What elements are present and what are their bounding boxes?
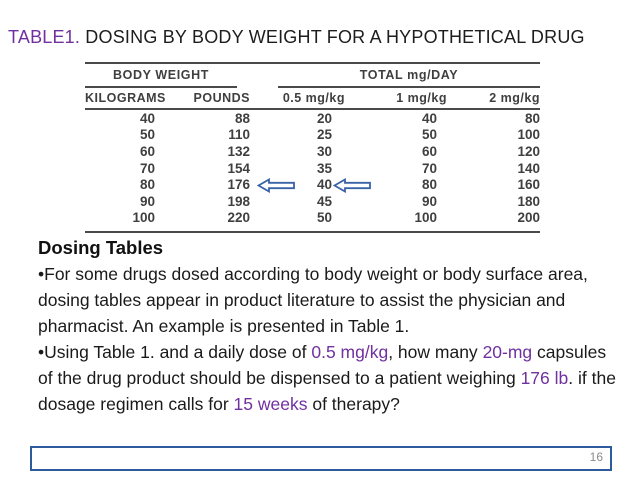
table-cell: 154 (227, 160, 250, 176)
table-cell: 60 (421, 143, 437, 159)
paragraph-text: of therapy? (307, 394, 400, 414)
table-cell: 80 (139, 177, 155, 193)
table-cell: 90 (421, 193, 437, 209)
table-cell: 70 (139, 160, 155, 176)
table-cell: 60 (139, 143, 155, 159)
rule-under-total-mg-day (278, 86, 540, 88)
table-cell: 100 (414, 210, 437, 226)
table-cell: 200 (517, 210, 540, 226)
table-cell: 80 (524, 110, 540, 126)
column-header-kilograms: KILOGRAMS (85, 91, 166, 105)
table-number-label: TABLE1. (8, 27, 81, 47)
table-cell: 45 (316, 193, 332, 209)
table-cell: 90 (139, 193, 155, 209)
footer-box: 16 (30, 446, 612, 471)
table-row: 70 154 35 70 140 (85, 160, 540, 177)
table-cell: 25 (316, 127, 332, 143)
paragraph-text: , how many (388, 342, 483, 362)
rule-under-body-weight (85, 86, 237, 88)
table-column-header-row: KILOGRAMS POUNDS 0.5 mg/kg 1 mg/kg 2 mg/kg (85, 88, 540, 110)
table-cell: 100 (517, 127, 540, 143)
title-text: DOSING BY BODY WEIGHT FOR A HYPOTHETICAL… (80, 27, 585, 47)
table-cell: 132 (227, 143, 250, 159)
dosing-table-figure: BODY WEIGHT TOTAL mg/DAY KILOGRAMS POUNDS… (85, 62, 540, 233)
emphasized-value: 0.5 mg/kg (311, 342, 389, 362)
table-cell: 70 (421, 160, 437, 176)
group-header-body-weight: BODY WEIGHT (113, 68, 209, 82)
section-heading: Dosing Tables (38, 237, 164, 258)
paragraph-text: •Using Table 1. and a daily dose of (38, 342, 312, 362)
table-cell: 50 (421, 127, 437, 143)
table-cell: 40 (421, 110, 437, 126)
table-cell: 140 (517, 160, 540, 176)
body-text-block: Dosing Tables •For some drugs dosed acco… (38, 237, 616, 417)
table-row: 80 176 40 80 160 (85, 176, 540, 193)
table-row: 90 198 45 90 180 (85, 193, 540, 210)
table-cell: 80 (421, 177, 437, 193)
left-arrow-icon (257, 177, 296, 193)
table-row: 60 132 30 60 120 (85, 143, 540, 160)
emphasized-value: 176 lb (520, 368, 569, 388)
table-cell: 35 (316, 160, 332, 176)
table-cell: 160 (517, 177, 540, 193)
table-body: 40 88 20 40 80 50 110 25 50 100 60 132 30 60 120 70 154 3… (85, 110, 540, 226)
table-row: 40 88 20 40 80 (85, 110, 540, 127)
bullet-paragraph: •For some drugs dosed according to body … (38, 261, 616, 339)
page-title: TABLE1. DOSING BY BODY WEIGHT FOR A HYPO… (8, 27, 632, 48)
table-cell: 220 (227, 210, 250, 226)
table-group-header-row: BODY WEIGHT TOTAL mg/DAY (85, 64, 540, 88)
table-cell: 120 (517, 143, 540, 159)
table-row: 100 220 50 100 200 (85, 210, 540, 227)
table-cell: 40 (260, 177, 371, 193)
table-cell: 110 (228, 127, 250, 143)
page-number: 16 (589, 450, 603, 464)
table-cell: 176 (172, 177, 295, 193)
bullet-paragraph: •Using Table 1. and a daily dose of 0.5 … (38, 339, 616, 417)
table-cell: 20 (316, 110, 332, 126)
column-header-0-5-mg-kg: 0.5 mg/kg (282, 91, 345, 105)
emphasized-value: 15 weeks (233, 394, 308, 414)
table-cell: 30 (316, 143, 332, 159)
table-cell: 100 (132, 210, 155, 226)
group-header-total-mg-day: TOTAL mg/DAY (359, 68, 459, 82)
table-cell: 50 (139, 127, 155, 143)
table-row: 50 110 25 50 100 (85, 127, 540, 144)
emphasized-value: 20-mg (482, 342, 533, 362)
column-header-2-mg-kg: 2 mg/kg (489, 91, 540, 105)
column-header-1-mg-kg: 1 mg/kg (396, 91, 447, 105)
column-header-pounds: POUNDS (193, 91, 250, 105)
paragraph-list: •For some drugs dosed according to body … (38, 261, 616, 417)
paragraph-text: . if the dosage regimen calls for (38, 368, 616, 414)
table-cell: 180 (517, 193, 540, 209)
left-arrow-icon (333, 177, 372, 193)
table-cell: 50 (316, 210, 332, 226)
paragraph-text: capsules of the drug product should be d… (38, 342, 607, 388)
table-cell: 198 (227, 193, 250, 209)
paragraph-text: •For some drugs dosed according to body … (38, 264, 588, 336)
table-cell: 40 (139, 110, 155, 126)
table-cell: 88 (234, 110, 250, 126)
